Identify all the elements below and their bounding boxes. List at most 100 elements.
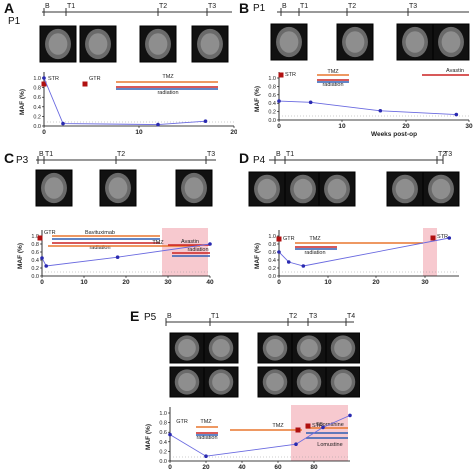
progression-shade (423, 228, 437, 276)
maf-data-point (44, 264, 48, 268)
mri-brain-inner (334, 373, 352, 391)
surgery-marker (276, 236, 282, 242)
x-tick-label: 10 (80, 279, 88, 286)
timepoint-label: T3 (444, 151, 452, 158)
surgery-marker (305, 423, 311, 429)
timepoint-label: T2 (438, 151, 446, 158)
y-tick-label: 0.2 (31, 266, 39, 272)
maf-data-point (42, 76, 46, 80)
y-tick-label: 0.4 (31, 258, 39, 264)
x-tick-label: 30 (421, 279, 429, 286)
mri-brain-inner (148, 33, 168, 55)
y-tick-label: 0.0 (159, 459, 167, 465)
x-tick-label: 80 (310, 464, 318, 471)
timepoint-label: B (39, 151, 44, 158)
mri-brain-inner (88, 33, 108, 55)
mri-brain-inner (212, 339, 230, 357)
treatment-label: radiation (304, 250, 325, 256)
timepoint-label: T3 (309, 313, 317, 320)
panel-b: B P1 B T1 T2 T3 0.0 0.2 0.4 0.6 0.8 1.0 MAF (%) 0 10… (237, 0, 474, 145)
panel-a-figure: B T1 T2 T3 0.0 0.2 0.4 0.6 0.8 1.0 MAF (%) 0 10 20 TMZ… (19, 3, 237, 136)
mri-brain-inner (395, 178, 415, 200)
y-tick-label: 0.4 (268, 258, 276, 264)
mri-brain-inner (441, 31, 461, 53)
timepoint-label: B (282, 3, 287, 10)
y-tick-label: 0.4 (159, 440, 167, 446)
x-tick-label: 30 (164, 279, 172, 286)
treatment-label: TMZ (152, 240, 164, 246)
timepoint-label: T1 (45, 151, 53, 158)
x-tick-label: 0 (277, 123, 281, 130)
y-tick-label: 1.0 (268, 76, 276, 82)
surgery-label: STR (312, 423, 323, 429)
treatment-label: GTR (176, 419, 188, 425)
surgery-label: STR (285, 72, 296, 78)
timepoint-label: B (276, 151, 281, 158)
mri-brain-inner (44, 177, 64, 199)
mri-brain-inner (178, 373, 196, 391)
x-tick-label: 0 (277, 279, 281, 286)
surgery-marker (430, 235, 436, 241)
panel-letter: A (4, 0, 15, 16)
mri-brain-inner (257, 178, 277, 200)
patient-label: P1 (253, 3, 266, 14)
timepoint-label: T4 (347, 313, 355, 320)
y-tick-label: 0.0 (268, 274, 276, 280)
y-axis-label: MAF (%) (17, 243, 24, 269)
maf-data-point (294, 442, 298, 446)
surgery-label: STR (437, 234, 448, 240)
maf-data-point (208, 242, 212, 246)
timepoint-label: T3 (409, 3, 417, 10)
treatment-label: radiation (196, 435, 217, 441)
panel-c: C P3 B T1 T2 T3 0.0 0.2 0.4 0.6 0.8 1.0 MAF (%) 0 10… (0, 150, 237, 295)
x-tick-label: 40 (206, 279, 214, 286)
x-tick-label: 30 (465, 123, 473, 130)
x-tick-label: 0 (168, 464, 172, 471)
treatment-label: radiation (322, 82, 343, 88)
x-tick-label: 20 (402, 123, 410, 130)
y-tick-label: 0.8 (33, 86, 41, 92)
mri-brain-inner (266, 339, 284, 357)
maf-data-point (115, 255, 120, 259)
y-tick-label: 1.0 (268, 234, 276, 240)
patient-label: P3 (16, 155, 29, 166)
mri-brain-inner (178, 339, 196, 357)
surgery-label: GTR (89, 76, 101, 82)
surgery-label: GTR (44, 230, 56, 236)
surgery-marker (295, 427, 301, 433)
mri-brain-inner (431, 178, 451, 200)
timepoint-label: T1 (300, 3, 308, 10)
panel-letter: E (130, 308, 140, 324)
treatment-label: TMZ (162, 74, 174, 80)
x-tick-label: 20 (202, 464, 210, 471)
x-tick-label: 10 (338, 123, 346, 130)
y-tick-label: 0.6 (268, 250, 276, 256)
maf-series-line (278, 237, 450, 267)
treatment-label: radiation (187, 247, 208, 253)
y-tick-label: 0.2 (268, 110, 276, 116)
mri-brain-inner (266, 373, 284, 391)
y-tick-label: 0.8 (159, 421, 167, 427)
treatment-label: Bavituximab (85, 230, 115, 236)
y-axis-label: MAF (%) (254, 86, 261, 112)
y-tick-label: 0.4 (33, 105, 41, 111)
x-axis-label: Weeks post-op (371, 131, 417, 138)
x-tick-label: 60 (274, 464, 282, 471)
surgery-marker (37, 235, 43, 241)
maf-data-point (286, 260, 291, 264)
maf-data-point (454, 112, 459, 117)
x-tick-label: 10 (324, 279, 332, 286)
mri-brain-inner (327, 178, 347, 200)
maf-data-point (40, 256, 44, 260)
y-tick-label: 0.8 (31, 242, 39, 248)
maf-data-point (277, 99, 281, 103)
maf-data-point (378, 108, 383, 113)
x-tick-label: 40 (238, 464, 246, 471)
progression-shade (162, 228, 208, 276)
patient-label: P5 (144, 312, 157, 323)
mri-brain-inner (48, 33, 68, 55)
treatment-label: TMZ (327, 69, 339, 75)
mri-brain-inner (279, 31, 299, 53)
panel-letter: B (239, 0, 250, 16)
treatment-label: Avastin (446, 68, 464, 74)
